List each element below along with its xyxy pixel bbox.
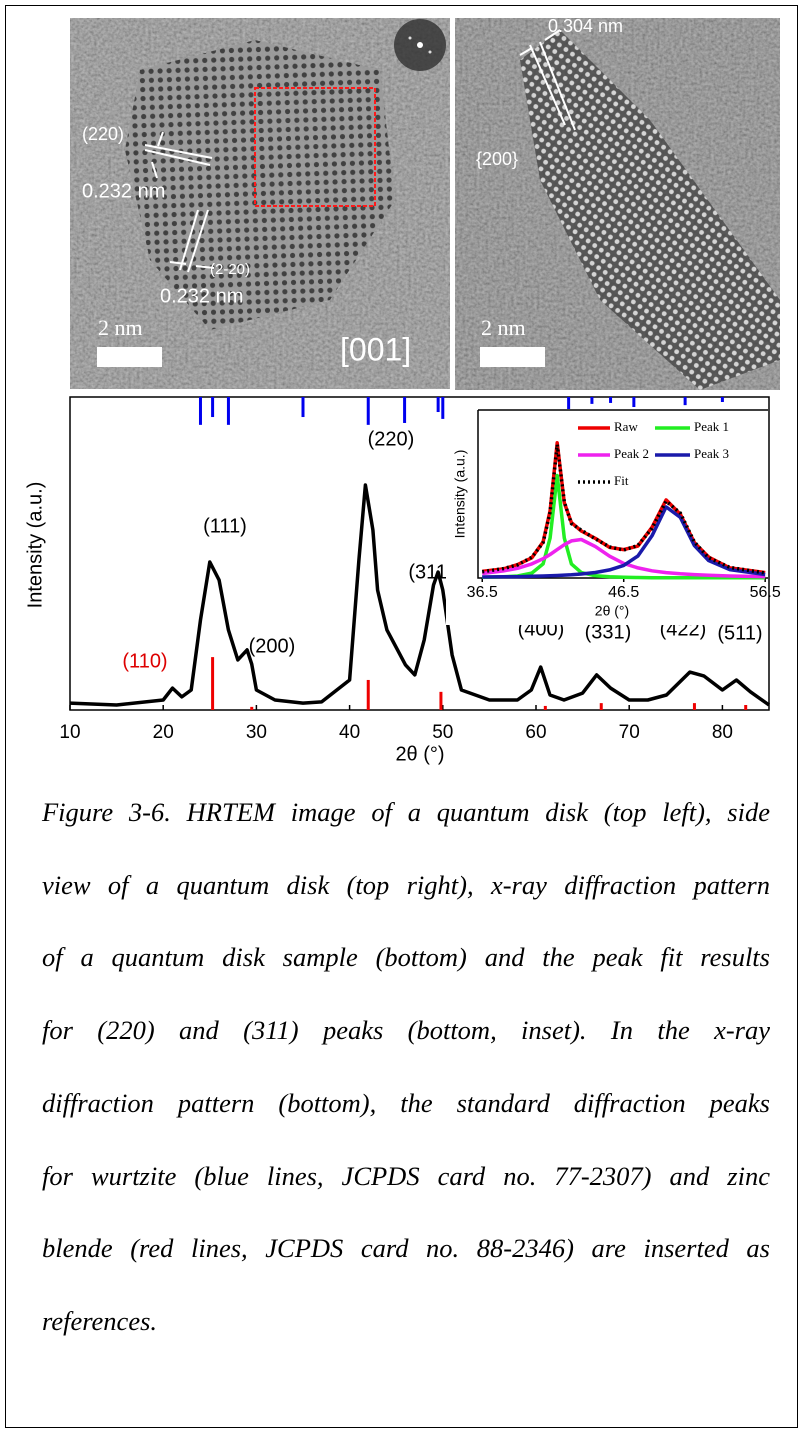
- legend-label: Peak 2: [614, 446, 649, 461]
- image-label: (220): [82, 124, 124, 144]
- caption-line: for wurtzite (blue lines, JCPDS card no.…: [42, 1160, 770, 1191]
- peak-label: (311): [408, 561, 453, 583]
- x-tick-label: 46.5: [608, 584, 639, 601]
- peak-label: (200): [249, 635, 296, 657]
- peak-label: (110): [122, 650, 167, 672]
- image-label: [001]: [340, 331, 411, 367]
- x-axis-label: 2θ (°): [395, 743, 444, 765]
- x-tick-label: 80: [712, 722, 733, 743]
- x-tick-label: 70: [619, 722, 640, 743]
- tem-image-right: [455, 18, 780, 390]
- image-label: 2 nm: [98, 315, 143, 340]
- caption-line: Figure 3-6. HRTEM image of a quantum dis…: [42, 797, 770, 827]
- x-tick-label: 20: [153, 722, 174, 743]
- caption-line: diffraction pattern (bottom), the standa…: [42, 1087, 770, 1118]
- image-label: {200}: [476, 149, 518, 169]
- y-axis-label: Intensity (a.u.): [24, 482, 46, 609]
- caption-line: of a quantum disk sample (bottom) and th…: [42, 942, 770, 973]
- image-label: 0.232 nm: [82, 180, 165, 202]
- caption-line: references.: [42, 1305, 158, 1336]
- legend-label: Raw: [614, 419, 638, 434]
- legend-label: Peak 3: [694, 446, 729, 461]
- legend-label: Peak 1: [694, 419, 729, 434]
- x-tick-label: 10: [59, 722, 80, 743]
- x-axis-label: 2θ (°): [595, 603, 629, 619]
- caption-line: blende (red lines, JCPDS card no. 88-234…: [42, 1233, 770, 1264]
- image-label: 2 nm: [481, 315, 526, 340]
- y-axis-label: Intensity (a.u.): [452, 450, 468, 539]
- image-label: 0.232 nm: [160, 285, 243, 307]
- x-tick-label: 36.5: [467, 584, 498, 601]
- frame: [5, 5, 798, 1428]
- inset-chart: 36.5 46.5 56.5 Raw Peak 1 Peak 2 Peak 3 Fit Inte…: [446, 409, 781, 625]
- x-tick-label: 60: [525, 722, 546, 743]
- x-tick-label: 40: [339, 722, 360, 743]
- x-tick-label: 56.5: [750, 584, 781, 601]
- xrd-chart: 10 20 30 40 50 60 70 80 (110) (111) (200) (220) (311…: [24, 397, 771, 765]
- figure: 10 20 30 40 50 60 70 80 (110) (111) (200) (220) (311…: [24, 16, 781, 766]
- image-labels: (220) 0.232 nm (2-20) 0.232 nm 2 nm [001] 0.30…: [82, 16, 623, 368]
- peak-label: (220): [368, 428, 415, 450]
- peak-label: (331): [585, 621, 632, 643]
- peak-label: (111): [203, 515, 247, 537]
- caption-line: for (220) and (311) peaks (bottom, inset…: [42, 1015, 770, 1046]
- legend-label: Fit: [614, 473, 629, 488]
- caption-line: view of a quantum disk (top right), x-ra…: [42, 869, 770, 900]
- image-label: (2-20): [210, 261, 250, 278]
- data-line: [69, 483, 771, 707]
- data-line: [482, 473, 766, 580]
- tem-image-left: [70, 18, 450, 391]
- peak-label: (511): [717, 622, 762, 644]
- image-label: 0.304 nm: [548, 16, 623, 36]
- inset-background: [446, 409, 768, 625]
- x-tick-label: 50: [432, 722, 453, 743]
- data-line: [481, 537, 766, 579]
- x-tick-label: 30: [246, 722, 267, 743]
